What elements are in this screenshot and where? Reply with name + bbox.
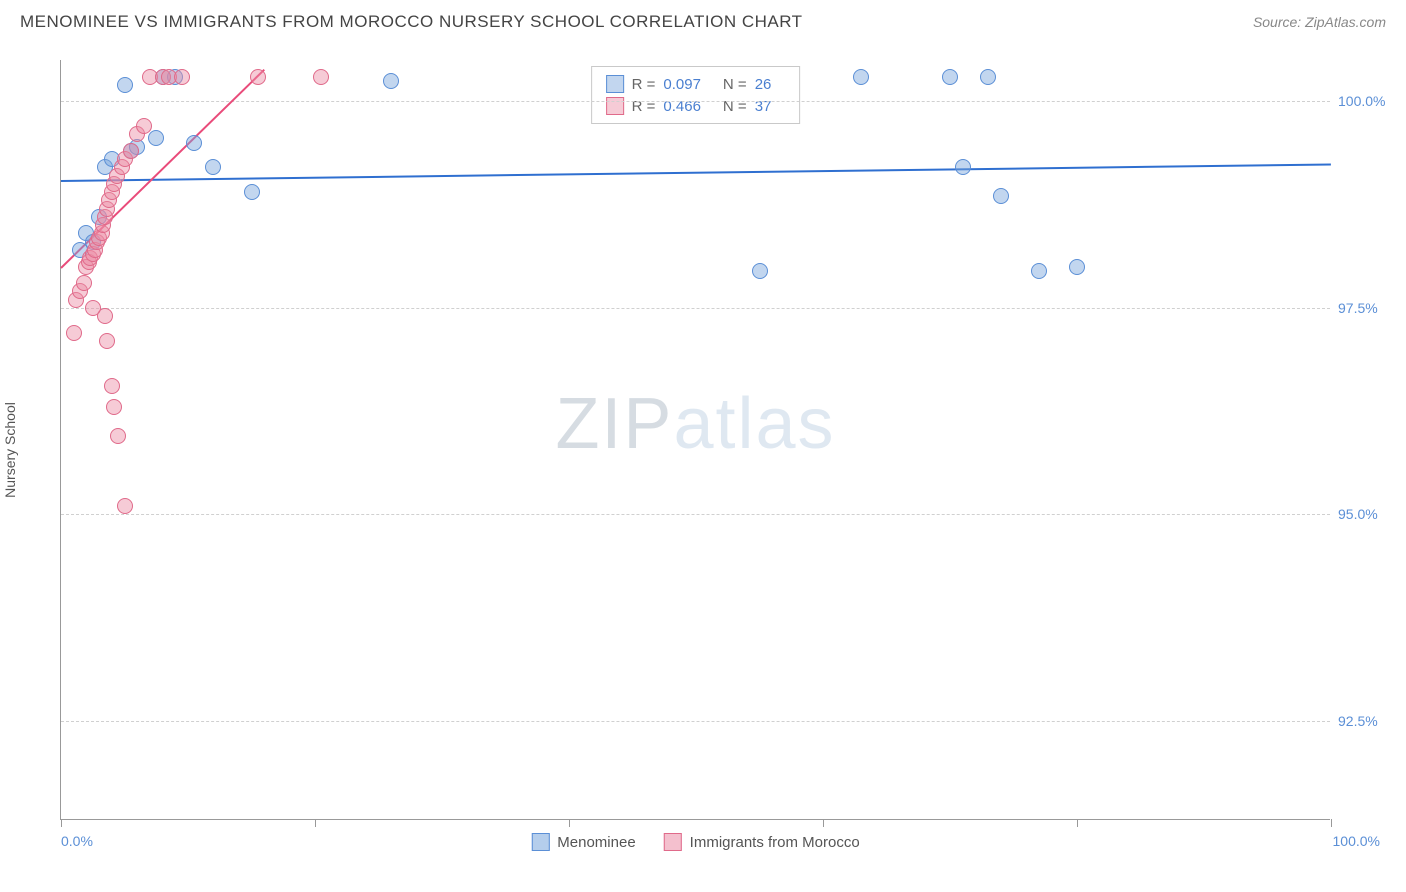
x-axis-min-label: 0.0% [61, 833, 93, 849]
data-point [186, 135, 202, 151]
data-point [980, 69, 996, 85]
legend-row-1: R = 0.466 N = 37 [606, 95, 786, 117]
n-value-0: 26 [755, 76, 772, 93]
gridline [61, 101, 1330, 102]
x-tick [823, 819, 824, 827]
watermark: ZIPatlas [555, 383, 835, 465]
x-tick [61, 819, 62, 827]
watermark-zip: ZIP [555, 384, 673, 464]
x-axis-max-label: 100.0% [1333, 833, 1380, 849]
data-point [250, 69, 266, 85]
data-point [955, 159, 971, 175]
legend-swatch-1 [606, 97, 624, 115]
data-point [76, 275, 92, 291]
data-point [853, 69, 869, 85]
data-point [942, 69, 958, 85]
data-point [123, 143, 139, 159]
y-tick-label: 92.5% [1338, 713, 1388, 729]
r-value-1: 0.466 [663, 98, 701, 115]
correlation-legend: R = 0.097 N = 26 R = 0.466 N = 37 [591, 66, 801, 124]
legend-swatch-menominee [531, 833, 549, 851]
data-point [104, 378, 120, 394]
page-title: MENOMINEE VS IMMIGRANTS FROM MOROCCO NUR… [20, 12, 803, 32]
data-point [244, 184, 260, 200]
data-point [313, 69, 329, 85]
y-axis-label: Nursery School [2, 402, 18, 498]
data-point [99, 333, 115, 349]
legend-swatch-0 [606, 75, 624, 93]
data-point [136, 118, 152, 134]
legend-item-1: Immigrants from Morocco [664, 833, 860, 851]
r-value-0: 0.097 [663, 76, 701, 93]
data-point [174, 69, 190, 85]
data-point [752, 263, 768, 279]
gridline [61, 721, 1330, 722]
data-point [1031, 263, 1047, 279]
series-legend: Menominee Immigrants from Morocco [531, 833, 859, 851]
data-point [117, 77, 133, 93]
n-value-1: 37 [755, 98, 772, 115]
data-point [117, 498, 133, 514]
data-point [106, 399, 122, 415]
data-point [383, 73, 399, 89]
data-point [110, 428, 126, 444]
legend-row-0: R = 0.097 N = 26 [606, 73, 786, 95]
x-tick [315, 819, 316, 827]
plot-area: ZIPatlas R = 0.097 N = 26 R = 0.466 N = … [60, 60, 1330, 820]
x-tick [569, 819, 570, 827]
data-point [1069, 259, 1085, 275]
chart-container: Nursery School ZIPatlas R = 0.097 N = 26… [20, 50, 1386, 850]
data-point [85, 300, 101, 316]
trend-line-0 [61, 163, 1331, 182]
data-point [205, 159, 221, 175]
y-tick-label: 100.0% [1338, 93, 1388, 109]
legend-item-0: Menominee [531, 833, 635, 851]
gridline [61, 308, 1330, 309]
data-point [993, 188, 1009, 204]
watermark-atlas: atlas [673, 384, 835, 464]
data-point [66, 325, 82, 341]
source-attribution: Source: ZipAtlas.com [1253, 14, 1386, 30]
y-tick-label: 95.0% [1338, 506, 1388, 522]
y-tick-label: 97.5% [1338, 300, 1388, 316]
legend-label-0: Menominee [557, 834, 635, 851]
gridline [61, 514, 1330, 515]
data-point [148, 130, 164, 146]
x-tick [1331, 819, 1332, 827]
x-tick [1077, 819, 1078, 827]
legend-swatch-morocco [664, 833, 682, 851]
legend-label-1: Immigrants from Morocco [690, 834, 860, 851]
